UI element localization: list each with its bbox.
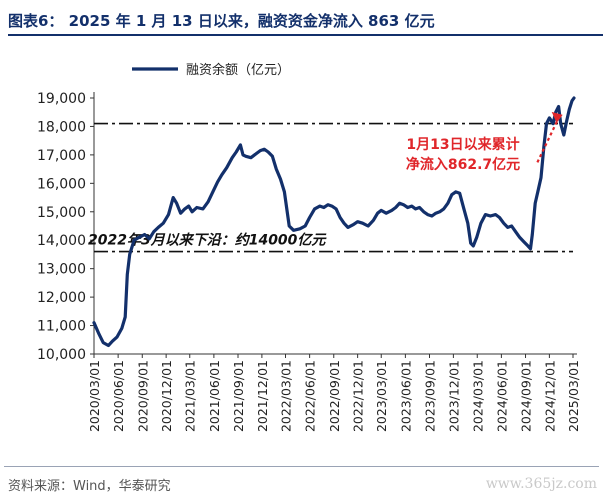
x-tick-label: 2021/06/01 xyxy=(207,360,222,432)
annotation-text: 净流入862.7亿元 xyxy=(406,156,520,173)
annotation-text: 1月13日以来累计 xyxy=(406,136,519,153)
x-tick-label: 2022/12/01 xyxy=(351,360,366,432)
x-tick-label: 2024/06/01 xyxy=(494,360,509,432)
series-line xyxy=(92,96,576,348)
x-tick-label: 2023/12/01 xyxy=(446,360,461,432)
title-underline xyxy=(8,34,603,36)
x-tick-label: 2024/09/01 xyxy=(519,360,534,432)
x-tick-label: 2020/09/01 xyxy=(135,360,150,432)
x-tick-label: 2020/06/01 xyxy=(111,360,126,432)
chart-legend: 融资余额（亿元） xyxy=(132,62,290,78)
x-tick-label: 2021/03/01 xyxy=(183,360,198,432)
x-tick-label: 2021/09/01 xyxy=(231,360,246,432)
x-tick-label: 2024/03/01 xyxy=(470,360,485,432)
watermark-text: www.365jz.com xyxy=(485,476,597,492)
y-tick-label: 19,000 xyxy=(37,91,86,107)
x-tick-label: 2023/09/01 xyxy=(423,360,438,432)
annotation-arrowhead xyxy=(551,111,563,123)
y-tick-label: 11,000 xyxy=(37,319,86,335)
x-tick-label: 2021/12/01 xyxy=(255,360,270,432)
y-tick-label: 15,000 xyxy=(37,205,86,221)
chart-series xyxy=(92,96,576,348)
y-tick-label: 10,000 xyxy=(37,347,86,363)
legend-label: 融资余额（亿元） xyxy=(186,62,290,78)
reference-line-label: 2022年3月以来下沿：约14000亿元 xyxy=(88,232,327,249)
y-tick-label: 18,000 xyxy=(37,119,86,135)
x-tick-label: 2024/12/01 xyxy=(542,360,557,432)
chart-axes: 10,000 11,000 12,000 13,000 14,000 15,000 16,0… xyxy=(37,91,581,432)
x-tick-label: 2023/03/01 xyxy=(374,360,389,432)
figure-title: 图表6： 2025 年 1 月 13 日以来，融资资金净流入 863 亿元 xyxy=(8,12,435,30)
figure-title-bar: 图表6： 2025 年 1 月 13 日以来，融资资金净流入 863 亿元 xyxy=(4,4,603,36)
footer-rule xyxy=(4,466,599,467)
y-tick-label: 13,000 xyxy=(37,262,86,278)
x-tick-label: 2023/06/01 xyxy=(398,360,413,432)
y-tick-label: 12,000 xyxy=(37,290,86,306)
x-tick-label: 2022/09/01 xyxy=(327,360,342,432)
y-tick-label: 17,000 xyxy=(37,148,86,164)
x-tick-label: 2025/03/01 xyxy=(566,360,581,432)
x-tick-label: 2020/12/01 xyxy=(159,360,174,432)
source-note: 资料来源：Wind，华泰研究 xyxy=(8,479,171,494)
x-tick-label: 2022/06/01 xyxy=(303,360,318,432)
x-tick-label: 2020/03/01 xyxy=(87,360,102,432)
line-chart: 10,000 11,000 12,000 13,000 14,000 15,000 16,0… xyxy=(37,62,581,432)
y-tick-label: 14,000 xyxy=(37,233,86,249)
y-tick-label: 16,000 xyxy=(37,176,86,192)
x-tick-label: 2022/03/01 xyxy=(278,360,293,432)
annotation-arrow-line xyxy=(536,117,560,163)
